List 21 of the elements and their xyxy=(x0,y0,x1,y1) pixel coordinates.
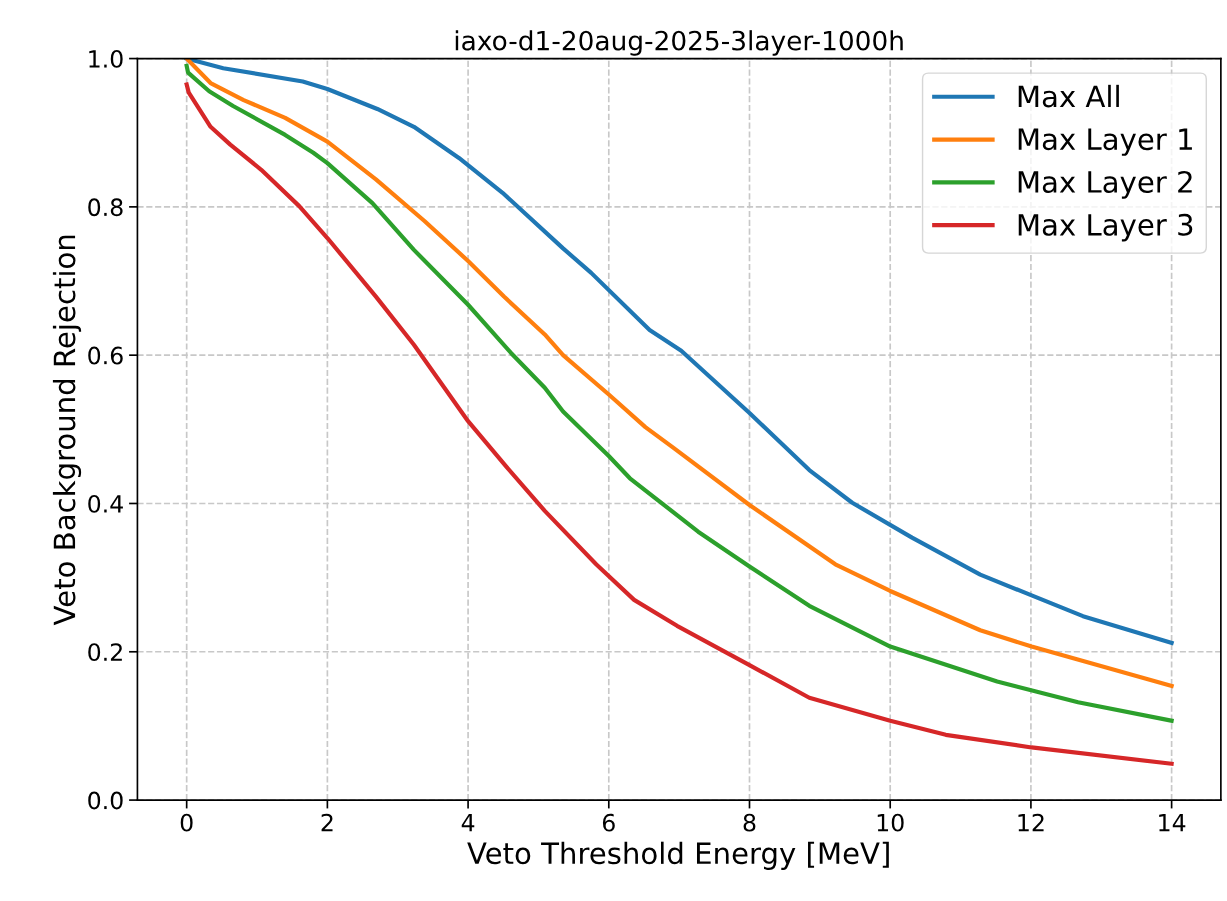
chart-title: iaxo-d1-20aug-2025-3layer-1000h xyxy=(455,30,903,56)
x-tick-label: 14 xyxy=(1159,814,1186,832)
legend-label: Max Layer 2 xyxy=(1018,170,1192,199)
x-tick-label: 2 xyxy=(321,813,333,832)
y-tick-label: 0.6 xyxy=(88,346,123,365)
y-tick-label: 0.4 xyxy=(88,494,123,513)
y-tick-label: 0.2 xyxy=(88,643,122,662)
x-tick-label: 10 xyxy=(877,813,904,832)
x-tick-label: 8 xyxy=(743,813,756,832)
x-tick-label: 12 xyxy=(1018,813,1044,832)
x-tick-label: 4 xyxy=(461,814,475,832)
legend-label: Max All xyxy=(1018,84,1119,108)
legend-label: Max Layer 3 xyxy=(1018,213,1193,242)
y-axis-title: Veto Background Rejection xyxy=(52,235,82,626)
y-tick-label: 0.8 xyxy=(88,198,123,217)
x-axis-title: Veto Threshold Energy [MeV] xyxy=(467,841,889,870)
x-tick-label: 0 xyxy=(180,813,193,832)
legend-label: Max Layer 1 xyxy=(1018,128,1192,156)
y-tick-label: 1.0 xyxy=(89,50,123,68)
x-tick-label: 6 xyxy=(602,813,615,832)
y-tick-label: 0.0 xyxy=(88,791,123,810)
